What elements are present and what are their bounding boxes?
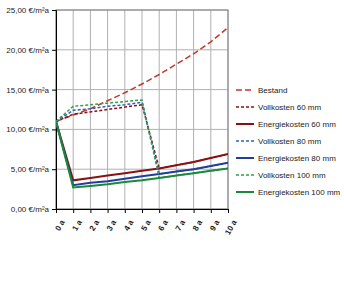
- tick-mark: [52, 90, 56, 91]
- x-tick: 6 a: [157, 209, 171, 233]
- legend-swatch: [236, 174, 254, 176]
- y-tick: 5,00 €/m²a: [11, 165, 56, 174]
- series-line: [56, 100, 228, 178]
- x-tick: 0 a: [53, 209, 67, 233]
- tick-mark: [90, 209, 91, 213]
- tick-label: 3 a: [105, 218, 119, 233]
- y-tick: 25,00 €/m²a: [6, 6, 56, 15]
- tick-label: 4 a: [122, 218, 136, 233]
- tick-mark: [194, 209, 195, 213]
- y-tick: 15,00 €/m²a: [6, 86, 56, 95]
- legend-swatch: [236, 191, 254, 193]
- legend-swatch: [236, 140, 254, 142]
- legend-label: Energiekosten 60 mm: [258, 120, 336, 129]
- tick-label: 5,00 €/m²a: [11, 165, 50, 174]
- grid-line: [142, 10, 143, 209]
- grid-line: [159, 10, 160, 209]
- x-tick: 10 a: [223, 209, 239, 236]
- tick-mark: [52, 169, 56, 170]
- tick-label: 0 a: [53, 218, 67, 233]
- tick-mark: [56, 209, 57, 213]
- legend: Bestand Vollkosten 60 mm Energiekosten 60 …: [236, 86, 341, 197]
- grid-line: [176, 10, 177, 209]
- x-tick: 8 a: [191, 209, 205, 233]
- tick-label: 10 a: [223, 218, 239, 236]
- legend-label: Vollkosten 60 mm: [258, 103, 321, 112]
- x-tick: 4 a: [122, 209, 136, 233]
- y-axis: 0,00 €/m²a 5,00 €/m²a 10,00 €/m²a 15,00 €/m…: [6, 6, 56, 214]
- x-tick: 2 a: [88, 209, 102, 233]
- legend-swatch: [236, 89, 254, 91]
- tick-mark: [108, 209, 109, 213]
- tick-label: 5 a: [139, 218, 153, 233]
- tick-mark: [52, 10, 56, 11]
- tick-label: 0,00 €/m²a: [11, 205, 50, 214]
- tick-label: 6 a: [157, 218, 171, 233]
- grid: [56, 10, 228, 209]
- tick-label: 7 a: [174, 218, 188, 233]
- tick-mark: [52, 50, 56, 51]
- tick-mark: [159, 209, 160, 213]
- series-line: [56, 121, 228, 187]
- x-tick: 5 a: [139, 209, 153, 233]
- grid-line: [107, 10, 108, 209]
- chart: 0,00 €/m²a 5,00 €/m²a 10,00 €/m²a 15,00 €/m…: [0, 0, 344, 281]
- tick-mark: [142, 209, 143, 213]
- tick-label: 1 a: [71, 218, 85, 233]
- y-tick: 0,00 €/m²a: [11, 205, 56, 214]
- tick-mark: [73, 209, 74, 213]
- legend-label: Bestand: [258, 86, 287, 95]
- grid-line: [193, 10, 194, 209]
- legend-swatch: [236, 123, 254, 125]
- tick-mark: [125, 209, 126, 213]
- x-axis: 0 a 1 a2 a3 a4 a5 a 6 a7 a8 a9 a10 a: [53, 209, 239, 236]
- tick-label: 2 a: [88, 218, 102, 233]
- axis-line: [52, 11, 57, 210]
- series-line: [56, 121, 228, 185]
- axis-line: [57, 210, 229, 214]
- plot: 0,00 €/m²a 5,00 €/m²a 10,00 €/m²a 15,00 €/m…: [6, 6, 239, 236]
- legend-label: Energiekosten 100 mm: [258, 188, 341, 197]
- tick-mark: [176, 209, 177, 213]
- x-tick: 3 a: [105, 209, 119, 233]
- legend-label: Energiekosten 80 mm: [258, 154, 336, 163]
- tick-mark: [52, 129, 56, 130]
- tick-label: 20,00 €/m²a: [6, 46, 49, 55]
- tick-label: 8 a: [191, 218, 205, 233]
- tick-mark: [228, 209, 229, 213]
- legend-label: Vollkosten 80 mm: [258, 137, 321, 146]
- series-line: [56, 105, 228, 169]
- lines: [56, 28, 228, 188]
- tick-label: 9 a: [208, 218, 222, 233]
- y-tick: 20,00 €/m²a: [6, 46, 56, 55]
- x-tick: 1 a: [71, 209, 85, 233]
- series-line: [56, 102, 228, 174]
- legend-swatch: [236, 157, 254, 159]
- grid-line: [210, 10, 211, 209]
- plot-frame: [56, 10, 228, 209]
- legend-swatch: [236, 106, 254, 108]
- tick-label: 15,00 €/m²a: [6, 86, 49, 95]
- y-tick: 10,00 €/m²a: [6, 125, 56, 134]
- tick-mark: [211, 209, 212, 213]
- tick-label: 25,00 €/m²a: [6, 6, 49, 15]
- legend-label: Vollkosten 100 mm: [258, 171, 326, 180]
- x-tick: 7 a: [174, 209, 188, 233]
- tick-label: 10,00 €/m²a: [6, 125, 49, 134]
- x-tick: 9 a: [208, 209, 222, 233]
- tick-mark: [52, 209, 56, 210]
